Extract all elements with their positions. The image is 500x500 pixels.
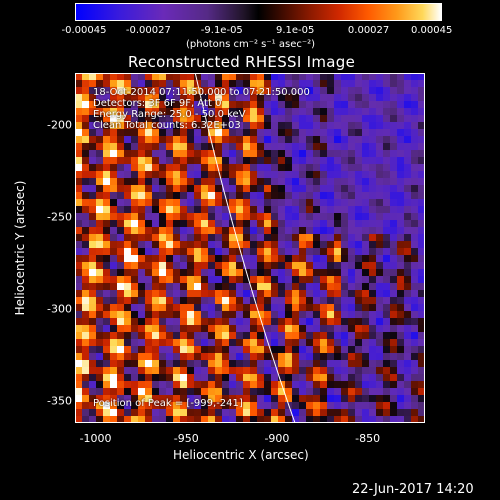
x-tick-label: -1000 (79, 432, 112, 445)
colorbar (75, 3, 442, 21)
solar-limb-line (194, 73, 296, 423)
info-peak: Position of Peak = [-999,-241] (93, 398, 243, 409)
colorbar-tick-label: -0.00045 (61, 25, 107, 36)
plot-title: Reconstructed RHESSI Image (128, 53, 356, 71)
x-axis-label: Heliocentric X (arcsec) (173, 448, 309, 462)
colorbar-units: (photons cm⁻² s⁻¹ asec⁻²) (186, 39, 316, 50)
colorbar-tick-label: -0.00027 (125, 25, 171, 36)
x-tick-label: -950 (173, 432, 199, 445)
colorbar-tick-label: 0.00045 (410, 25, 453, 36)
info-detectors: Detectors: 3F 6F 9F, Att 0 (93, 98, 222, 109)
colorbar-tick-label: 9.1e-05 (275, 25, 315, 36)
y-tick-label: -200 (47, 118, 72, 132)
info-energy: Energy Range: 25.0 - 50.0 keV (93, 109, 246, 120)
timestamp: 22-Jun-2017 14:20 (352, 482, 474, 497)
info-time: 18-Oct-2014 07:11:50.000 to 07:21:50.000 (93, 87, 310, 98)
y-tick-label: -300 (47, 302, 72, 316)
y-axis-label: Heliocentric Y (arcsec) (13, 180, 27, 316)
colorbar-tick-label: 0.00027 (347, 25, 390, 36)
y-tick-label: -250 (47, 210, 72, 224)
rhessi-image (75, 73, 425, 423)
info-method: Clean Total counts: 6.32E+03 (93, 120, 241, 131)
y-tick-label: -350 (47, 394, 72, 408)
x-tick-label: -900 (264, 432, 290, 445)
x-tick-label: -850 (355, 432, 381, 445)
colorbar-tick-label: -9.1e-05 (200, 25, 243, 36)
